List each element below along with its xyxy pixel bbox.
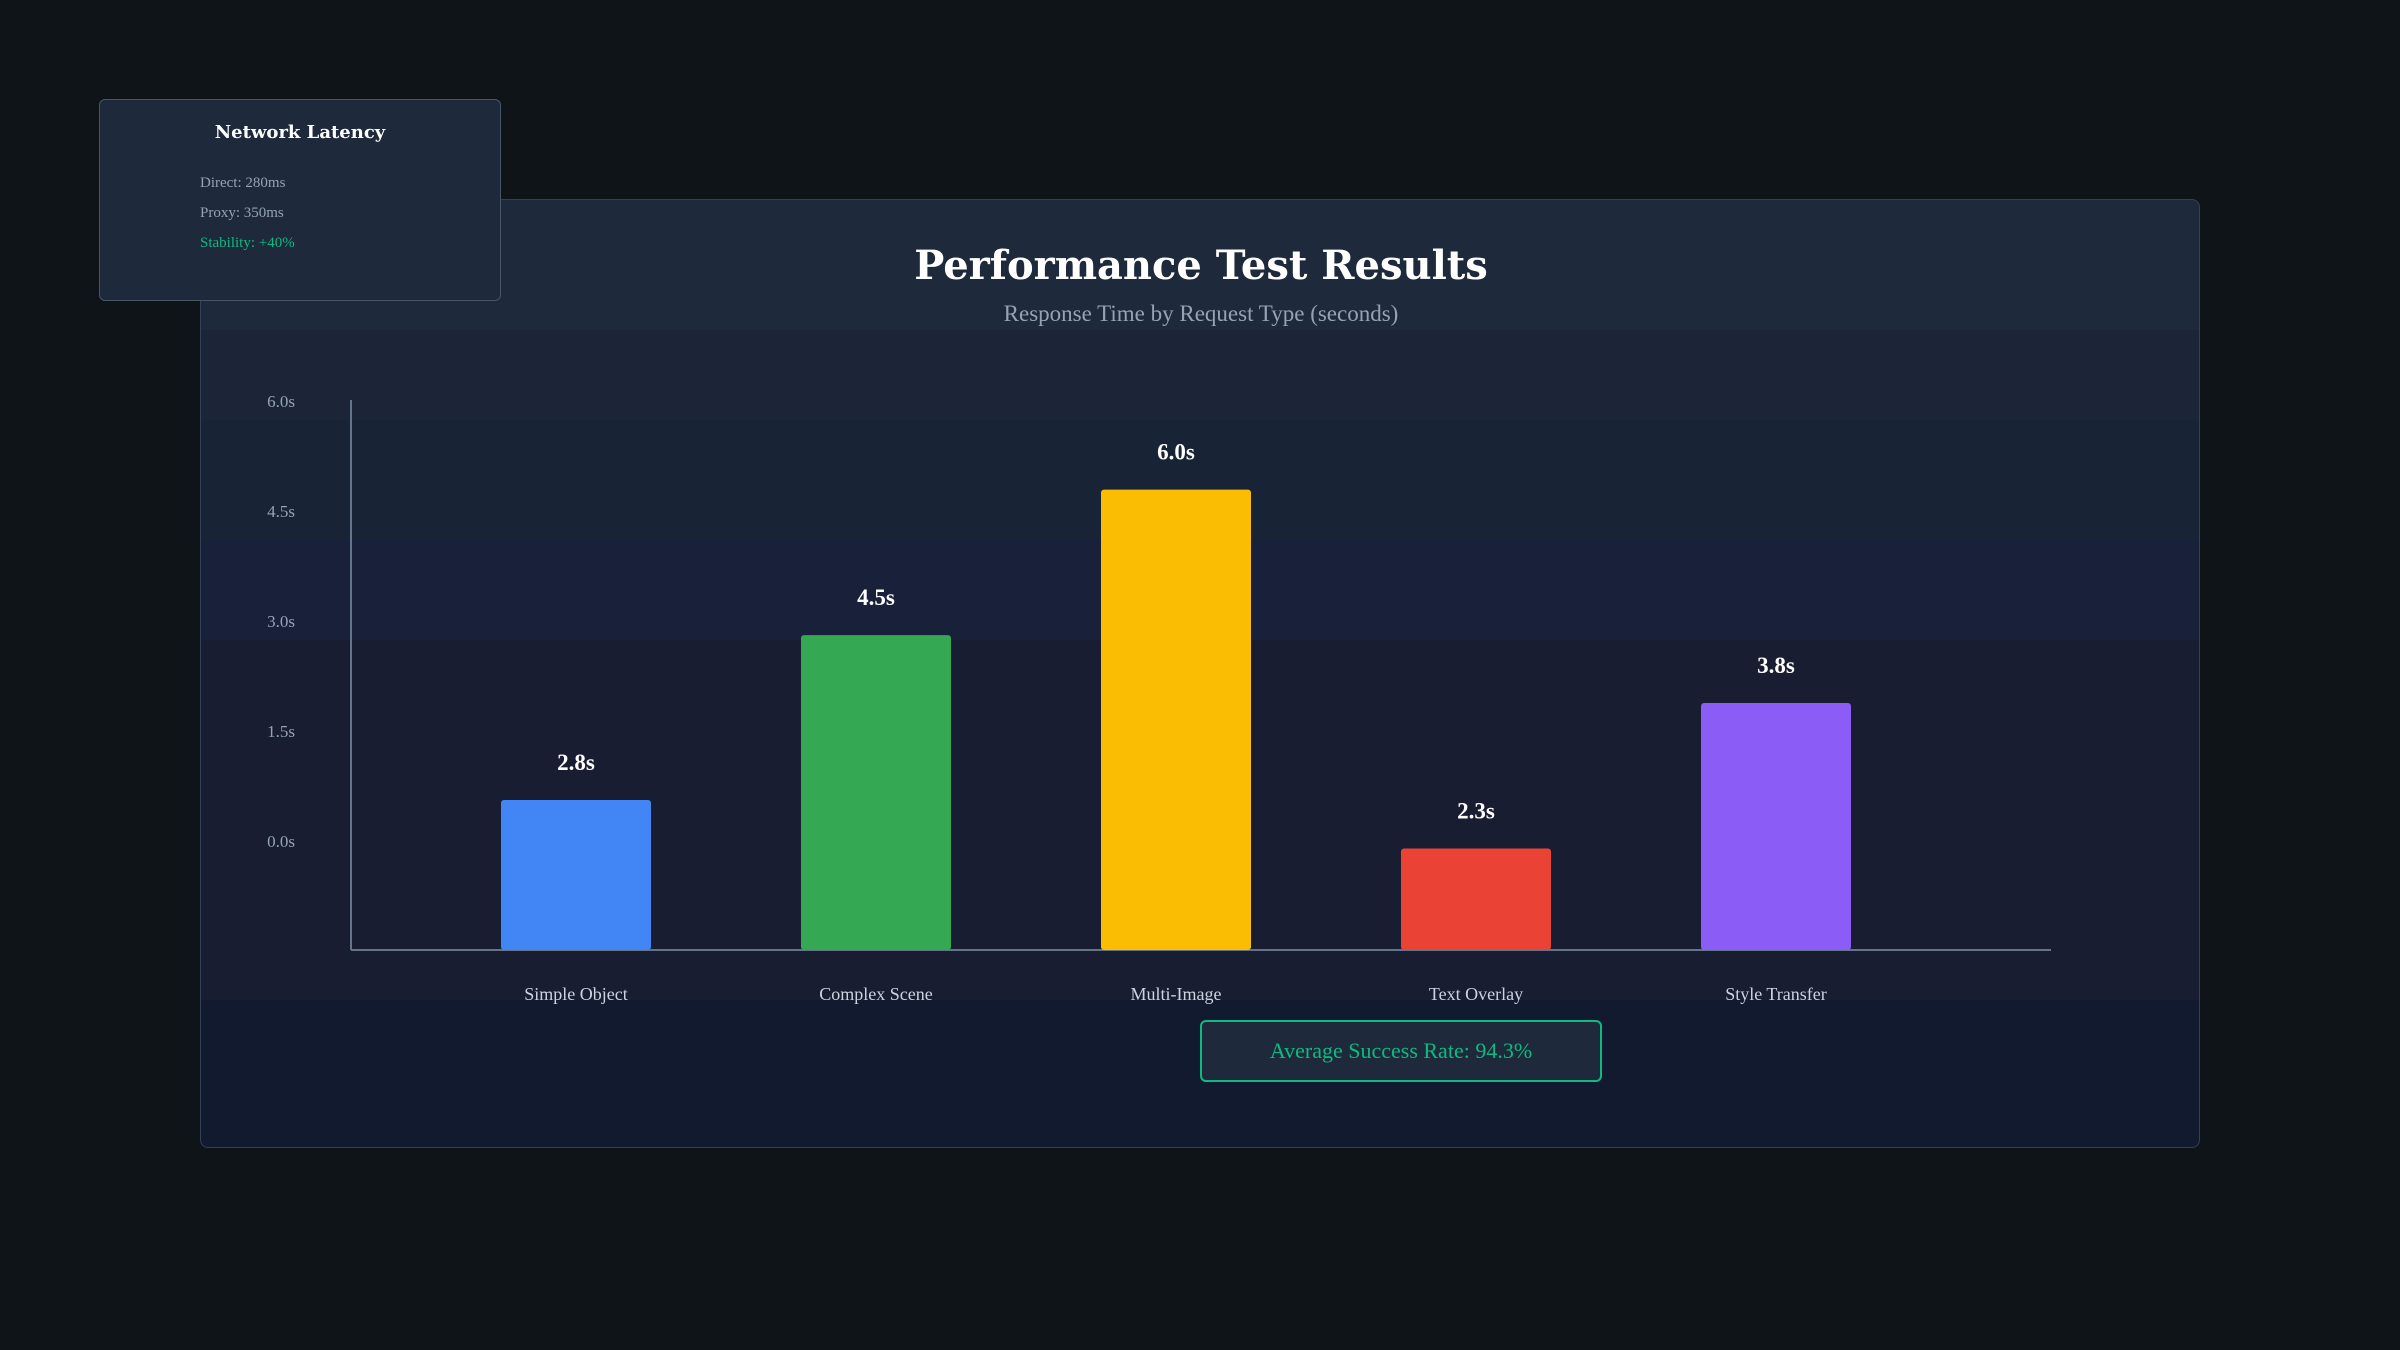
- bar: [1401, 848, 1551, 950]
- y-tick-label: 4.5s: [267, 502, 295, 521]
- bar: [1101, 489, 1251, 950]
- y-tick-label: 3.0s: [267, 612, 295, 631]
- bar-value-label: 3.8s: [1757, 653, 1795, 678]
- chart-title: Performance Test Results: [914, 242, 1488, 289]
- bar: [1701, 703, 1851, 950]
- chart-card: Performance Test Results Response Time b…: [200, 199, 2200, 1148]
- x-category-label: Multi-Image: [1131, 984, 1222, 1004]
- x-category-label: Text Overlay: [1429, 984, 1523, 1004]
- y-tick-label: 6.0s: [267, 392, 295, 411]
- bar-value-label: 4.5s: [857, 585, 895, 610]
- bar: [501, 800, 651, 950]
- latency-stability: Stability: +40%: [200, 235, 295, 251]
- bar: [801, 635, 951, 950]
- y-tick-label: 0.0s: [267, 832, 295, 851]
- success-rate-label: Average Success Rate: 94.3%: [1269, 1038, 1533, 1063]
- latency-direct: Direct: 280ms: [200, 175, 286, 191]
- x-category-label: Simple Object: [524, 984, 627, 1004]
- bar-value-label: 2.3s: [1457, 799, 1495, 824]
- bar-value-label: 6.0s: [1157, 440, 1195, 465]
- bar-chart: Performance Test Results Response Time b…: [267, 242, 2051, 1004]
- success-rate-badge: Average Success Rate: 94.3%: [1200, 1020, 1602, 1082]
- latency-title: Network Latency: [214, 122, 386, 143]
- network-latency-card: Network Latency Direct: 280ms Proxy: 350…: [99, 99, 501, 301]
- bars: 2.8s Simple Object 4.5s Complex Scene 6.0s Mu…: [501, 440, 1851, 1004]
- latency-proxy: Proxy: 350ms: [200, 205, 284, 221]
- y-tick-label: 1.5s: [267, 722, 295, 741]
- x-category-label: Complex Scene: [819, 984, 932, 1004]
- chart-subtitle: Response Time by Request Type (seconds): [1004, 301, 1399, 326]
- x-category-label: Style Transfer: [1725, 984, 1827, 1004]
- bar-value-label: 2.8s: [557, 750, 595, 775]
